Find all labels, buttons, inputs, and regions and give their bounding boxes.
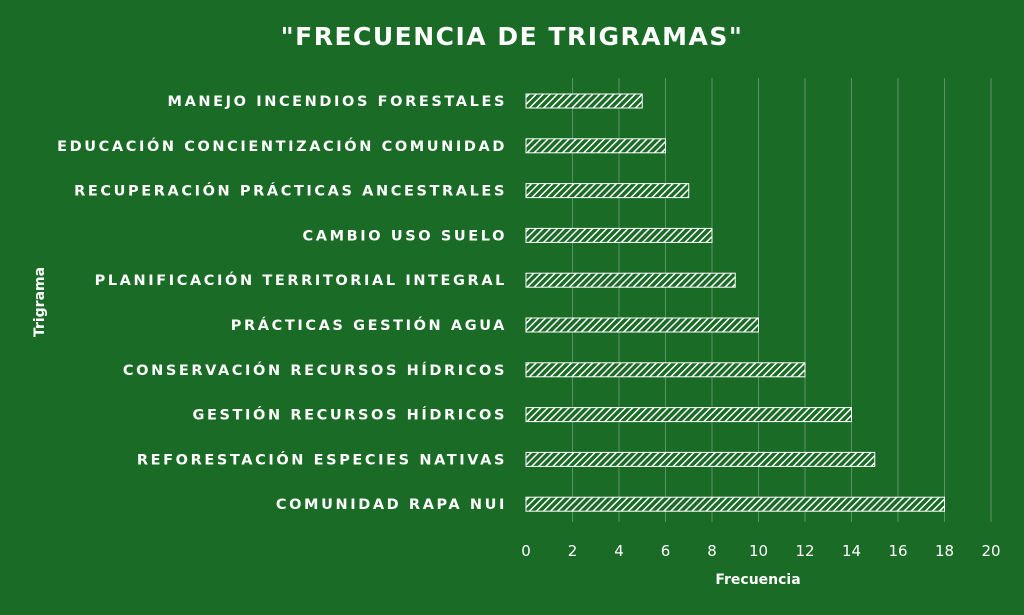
category-label: MANEJO INCENDIOS FORESTALES (168, 94, 507, 110)
bar (525, 93, 643, 109)
bar (525, 407, 852, 423)
bar (525, 272, 736, 288)
x-tick-label: 2 (568, 542, 578, 560)
bar (525, 227, 713, 243)
x-tick-labels: 0 2 4 6 8 10 12 14 16 18 20 (521, 542, 1000, 560)
category-label: PRÁCTICAS GESTIÓN AGUA (231, 316, 507, 334)
bar (525, 362, 806, 378)
bar (525, 317, 759, 333)
bar (525, 138, 666, 154)
x-tick-label: 6 (661, 542, 671, 560)
bars (525, 93, 945, 512)
category-label: EDUCACIÓN CONCIENTIZACIÓN COMUNIDAD (57, 137, 507, 155)
category-label: REFORESTACIÓN ESPECIES NATIVAS (137, 450, 507, 468)
bar (525, 183, 690, 199)
x-tick-label: 4 (614, 542, 624, 560)
category-label: CAMBIO USO SUELO (303, 228, 507, 244)
x-tick-label: 14 (842, 542, 861, 560)
category-label: PLANIFICACIÓN TERRITORIAL INTEGRAL (95, 271, 507, 289)
x-tick-label: 10 (749, 542, 768, 560)
chart-title: "FRECUENCIA DE TRIGRAMAS" (281, 22, 744, 51)
x-tick-label: 12 (795, 542, 814, 560)
category-label: CONSERVACIÓN RECURSOS HÍDRICOS (123, 361, 507, 379)
category-label: RECUPERACIÓN PRÁCTICAS ANCESTRALES (74, 182, 507, 200)
x-tick-label: 20 (981, 542, 1000, 560)
x-tick-label: 18 (935, 542, 954, 560)
category-label: COMUNIDAD RAPA NUI (276, 497, 507, 513)
category-labels: MANEJO INCENDIOS FORESTALES EDUCACIÓN CON… (57, 94, 508, 513)
y-axis-title: Trigrama (32, 267, 48, 337)
x-tick-label: 8 (707, 542, 717, 560)
x-axis-title: Frecuencia (715, 572, 800, 588)
category-label: GESTIÓN RECURSOS HÍDRICOS (193, 406, 508, 424)
bar (525, 451, 876, 467)
x-tick-label: 0 (521, 542, 531, 560)
bar (525, 496, 945, 512)
x-tick-label: 16 (888, 542, 907, 560)
